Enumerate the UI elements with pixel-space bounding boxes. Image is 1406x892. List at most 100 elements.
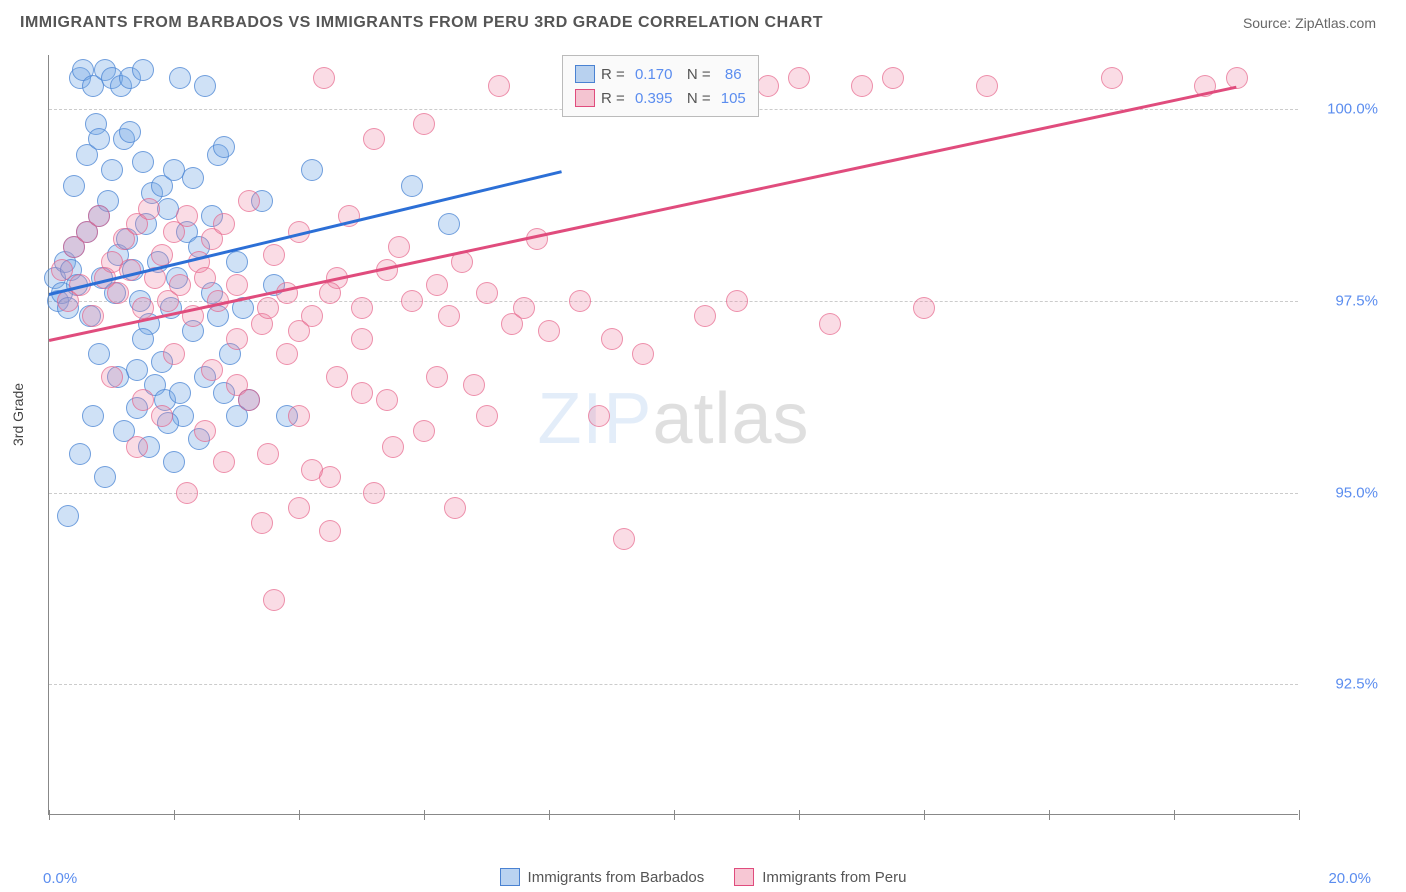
correlation-legend: R = 0.170 N = 86 R = 0.395 N = 105 <box>562 55 759 117</box>
gridline <box>49 493 1298 494</box>
legend-swatch-pink <box>575 89 595 107</box>
data-point <box>413 113 435 135</box>
data-point <box>63 175 85 197</box>
data-point <box>101 159 123 181</box>
data-point <box>382 436 404 458</box>
data-point <box>601 328 623 350</box>
data-point <box>463 374 485 396</box>
data-point <box>194 420 216 442</box>
data-point <box>132 389 154 411</box>
data-point <box>101 366 123 388</box>
data-point <box>363 128 385 150</box>
data-point <box>213 451 235 473</box>
x-tick-mark <box>1049 810 1050 820</box>
data-point <box>126 436 148 458</box>
data-point <box>526 228 548 250</box>
data-point <box>182 167 204 189</box>
legend-row-peru: R = 0.395 N = 105 <box>575 86 746 110</box>
x-tick-mark <box>1174 810 1175 820</box>
gridline <box>49 684 1298 685</box>
data-point <box>276 282 298 304</box>
data-point <box>126 359 148 381</box>
data-point <box>82 305 104 327</box>
data-point <box>57 505 79 527</box>
data-point <box>132 297 154 319</box>
y-tick-label: 97.5% <box>1308 292 1378 309</box>
y-axis-label: 3rd Grade <box>10 383 26 446</box>
scatter-plot-area: ZIPatlas 100.0%97.5%95.0%92.5% <box>48 55 1298 815</box>
data-point <box>913 297 935 319</box>
legend-row-barbados: R = 0.170 N = 86 <box>575 62 746 86</box>
data-point <box>213 213 235 235</box>
source-attribution: Source: ZipAtlas.com <box>1243 15 1376 31</box>
data-point <box>694 305 716 327</box>
data-point <box>326 366 348 388</box>
data-point <box>726 290 748 312</box>
data-point <box>263 244 285 266</box>
data-point <box>88 205 110 227</box>
data-point <box>51 259 73 281</box>
data-point <box>82 405 104 427</box>
data-point <box>313 67 335 89</box>
x-tick-mark <box>674 810 675 820</box>
data-point <box>213 136 235 158</box>
data-point <box>69 443 91 465</box>
data-point <box>132 151 154 173</box>
data-point <box>132 328 154 350</box>
watermark: ZIPatlas <box>537 378 809 460</box>
data-point <box>276 343 298 365</box>
data-point <box>632 343 654 365</box>
data-point <box>426 274 448 296</box>
x-tick-mark <box>424 810 425 820</box>
data-point <box>319 520 341 542</box>
x-tick-mark <box>299 810 300 820</box>
data-point <box>176 205 198 227</box>
data-point <box>169 67 191 89</box>
legend-swatch-blue <box>500 868 520 886</box>
data-point <box>226 328 248 350</box>
data-point <box>413 420 435 442</box>
data-point <box>163 343 185 365</box>
data-point <box>238 190 260 212</box>
x-tick-mark <box>549 810 550 820</box>
legend-item-barbados: Immigrants from Barbados <box>500 868 705 886</box>
x-tick-mark <box>1299 810 1300 820</box>
x-tick-mark <box>174 810 175 820</box>
data-point <box>569 290 591 312</box>
data-point <box>319 466 341 488</box>
data-point <box>163 451 185 473</box>
data-point <box>119 121 141 143</box>
data-point <box>1226 67 1248 89</box>
data-point <box>401 290 423 312</box>
x-tick-mark <box>924 810 925 820</box>
y-tick-label: 100.0% <box>1308 100 1378 117</box>
data-point <box>194 75 216 97</box>
data-point <box>882 67 904 89</box>
legend-item-peru: Immigrants from Peru <box>734 868 906 886</box>
data-point <box>476 405 498 427</box>
data-point <box>588 405 610 427</box>
data-point <box>819 313 841 335</box>
data-point <box>788 67 810 89</box>
data-point <box>226 251 248 273</box>
data-point <box>301 459 323 481</box>
data-point <box>363 482 385 504</box>
data-point <box>151 244 173 266</box>
data-point <box>351 297 373 319</box>
y-tick-label: 92.5% <box>1308 676 1378 693</box>
data-point <box>257 297 279 319</box>
data-point <box>1101 67 1123 89</box>
data-point <box>388 236 410 258</box>
data-point <box>94 466 116 488</box>
x-tick-mark <box>49 810 50 820</box>
data-point <box>169 274 191 296</box>
data-point <box>263 589 285 611</box>
x-tick-mark <box>799 810 800 820</box>
data-point <box>438 305 460 327</box>
data-point <box>169 382 191 404</box>
data-point <box>251 512 273 534</box>
data-point <box>88 343 110 365</box>
data-point <box>438 213 460 235</box>
data-point <box>288 405 310 427</box>
data-point <box>976 75 998 97</box>
